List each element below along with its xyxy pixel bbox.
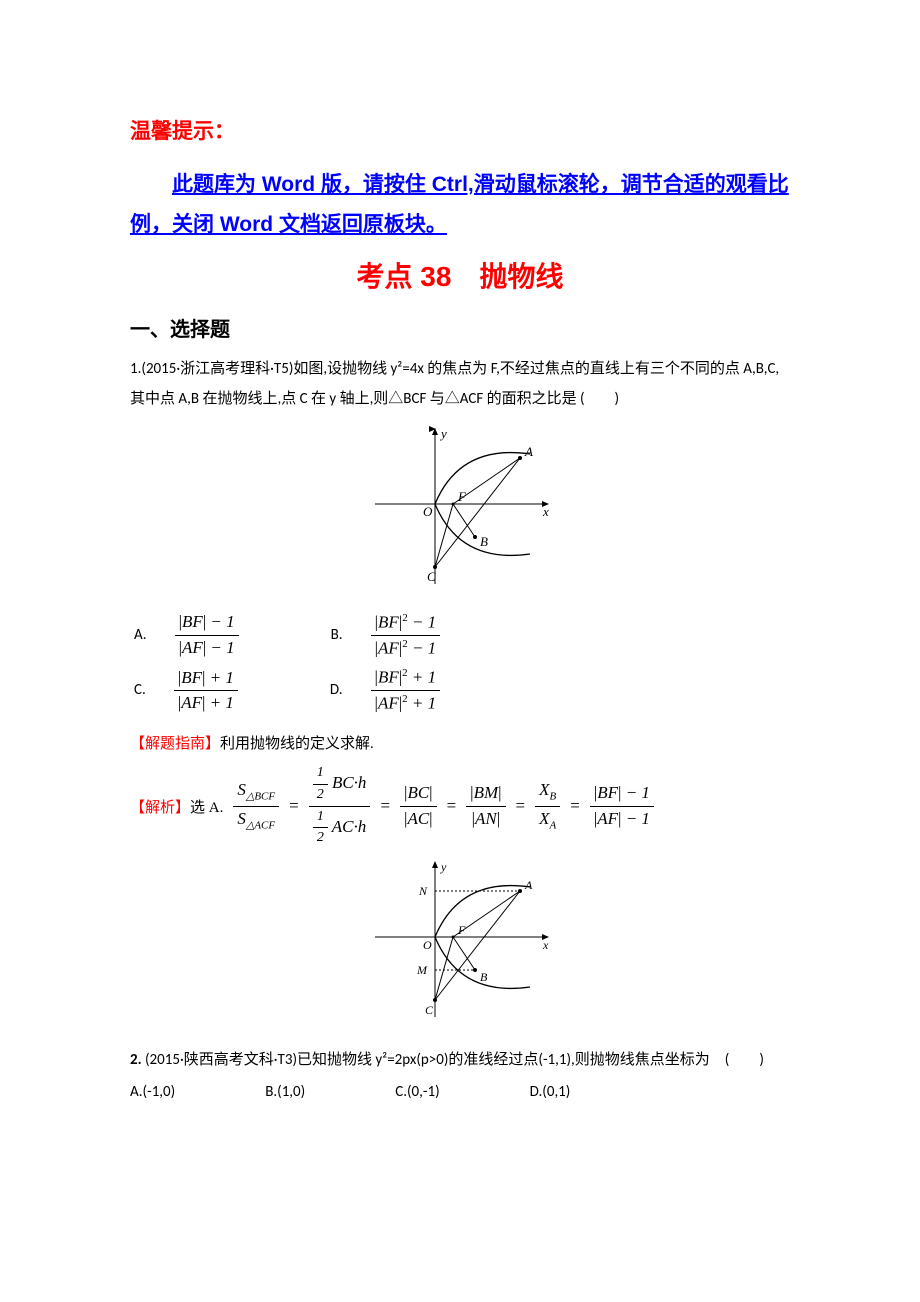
svg-text:A: A xyxy=(524,444,533,459)
q1-options-row2: C. |BF| + 1 |AF| + 1 D. |BF|2 + 1 |AF|2 … xyxy=(130,667,790,714)
svg-text:x: x xyxy=(542,504,549,519)
q1-analysis: 【解析】 选 A. S△BCF S△ACF = 12 BC·h 12 AC·h … xyxy=(130,765,790,847)
svg-text:C: C xyxy=(425,1003,434,1017)
hint-label: 【解题指南】 xyxy=(130,736,220,752)
section-title: 一、选择题 xyxy=(130,313,790,342)
analysis-equation: S△BCF S△ACF = 12 BC·h 12 AC·h = |BC| |AC… xyxy=(233,765,654,847)
svg-text:A: A xyxy=(524,878,533,892)
document-page: 温馨提示： 此题库为 Word 版，请按住 Ctrl,滑动鼠标滚轮，调节合适的观… xyxy=(0,0,920,1151)
svg-text:N: N xyxy=(418,884,428,898)
svg-text:F: F xyxy=(457,923,466,937)
svg-text:M: M xyxy=(416,963,428,977)
svg-text:O: O xyxy=(423,504,433,519)
opt-b-frac: |BF|2 − 1 |AF|2 − 1 xyxy=(371,612,441,659)
svg-text:y: y xyxy=(440,860,447,874)
q2-opt-d: D.(0,1) xyxy=(530,1083,571,1101)
main-title: 考点 38 抛物线 xyxy=(130,255,790,295)
q1-stem: 1.(2015·浙江高考理科·T5)如图,设抛物线 y²=4x 的焦点为 F,不… xyxy=(130,354,790,414)
opt-a-label: A. xyxy=(134,626,147,644)
analysis-pick: 选 A. xyxy=(190,796,223,817)
svg-text:F: F xyxy=(457,489,467,504)
q2-stem: 2. (2015·陕西高考文科·T3)已知抛物线 y²=2px(p>0)的准线经… xyxy=(130,1045,790,1075)
q2-options: A.(-1,0) B.(1,0) C.(0,-1) D.(0,1) xyxy=(130,1083,790,1101)
parabola-figure-1: F O y x A B C xyxy=(365,424,555,589)
q1-figure2: F O y x A B C N M xyxy=(130,857,790,1027)
opt-c-frac: |BF| + 1 |AF| + 1 xyxy=(174,668,238,714)
tip-content: 此题库为 Word 版，请按住 Ctrl,滑动鼠标滚轮，调节合适的观看比例，关闭… xyxy=(130,165,790,245)
opt-d-label: D. xyxy=(330,681,343,699)
opt-a-frac: |BF| − 1 |AF| − 1 xyxy=(175,612,239,658)
svg-text:y: y xyxy=(439,426,447,441)
parabola-figure-2: F O y x A B C N M xyxy=(365,857,555,1022)
svg-text:B: B xyxy=(480,534,488,549)
q2-opt-a: A.(-1,0) xyxy=(130,1083,175,1101)
opt-b-label: B. xyxy=(331,626,343,644)
q2-opt-b: B.(1,0) xyxy=(265,1083,305,1101)
tip-label: 温馨提示： xyxy=(130,115,790,145)
svg-text:x: x xyxy=(542,938,549,952)
svg-text:C: C xyxy=(427,569,436,584)
hint-text: 利用抛物线的定义求解. xyxy=(220,736,374,752)
q1-hint: 【解题指南】利用抛物线的定义求解. xyxy=(130,732,790,753)
svg-text:O: O xyxy=(423,938,432,952)
analysis-label: 【解析】 xyxy=(130,796,190,817)
q2-opt-c: C.(0,-1) xyxy=(395,1083,439,1101)
q1-figure1: F O y x A B C xyxy=(130,424,790,594)
q1-options-row1: A. |BF| − 1 |AF| − 1 B. |BF|2 − 1 |AF|2 … xyxy=(130,612,790,659)
svg-text:B: B xyxy=(480,970,488,984)
opt-c-label: C. xyxy=(134,681,146,699)
opt-d-frac: |BF|2 + 1 |AF|2 + 1 xyxy=(371,667,441,714)
